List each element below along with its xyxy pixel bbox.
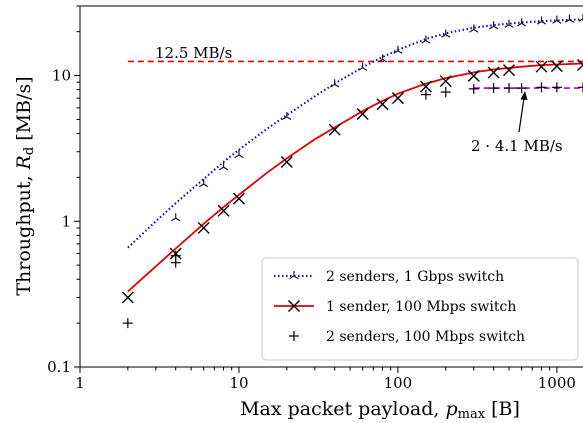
data-point-series-1 (503, 64, 516, 77)
data-point-series-1 (121, 291, 134, 304)
data-point-series-0 (564, 14, 575, 23)
data-point-series-2 (536, 82, 547, 93)
data-point-series-2 (122, 318, 133, 329)
data-point-series-0 (171, 213, 181, 222)
data-point-series-0 (578, 13, 583, 22)
data-point-series-1 (419, 80, 432, 93)
data-point-series-0 (421, 35, 431, 44)
data-point-series-1 (391, 92, 404, 105)
y-tick-label: 10 (52, 67, 71, 85)
data-point-series-0 (218, 162, 229, 171)
legend-label-2-senders-100mbps: 2 senders, 100 Mbps switch (326, 329, 525, 345)
plot-inner (121, 13, 583, 329)
data-point-series-0 (393, 45, 403, 54)
y-tick-label: 0.1 (47, 358, 71, 376)
data-point-series-2 (551, 82, 562, 93)
data-point-series-0 (489, 21, 499, 30)
data-point-series-0 (282, 111, 292, 121)
legend-item-2-senders-100mbps: 2 senders, 100 Mbps switch (289, 329, 525, 345)
legend-marker-plus (289, 331, 299, 341)
data-point-series-2 (578, 82, 583, 93)
legend-box (261, 257, 579, 361)
data-point-series-1 (550, 60, 563, 73)
data-point-series-0 (504, 19, 514, 28)
x-tick-label: 1000 (538, 374, 576, 392)
data-point-series-2 (488, 83, 499, 94)
data-point-series-0 (358, 62, 368, 71)
data-point-series-2 (440, 87, 451, 98)
x-axis-title: Max packet payload, pmax [B] (240, 398, 520, 422)
legend-label-1gbps: 2 senders, 1 Gbps switch (326, 269, 504, 285)
data-point-series-1 (577, 59, 583, 72)
ref-line-label-12-5: 12.5 MB/s (155, 44, 232, 62)
y-tick-label: 1 (61, 212, 71, 230)
data-point-series-1 (439, 75, 452, 88)
data-point-series-2 (516, 83, 527, 94)
x-tick-label: 10 (229, 374, 248, 392)
data-point-series-0 (441, 29, 451, 38)
data-point-series-1 (376, 98, 389, 111)
data-point-series-0 (330, 79, 340, 88)
plot-area (121, 13, 583, 329)
data-point-series-2 (170, 250, 181, 261)
data-point-series-0 (469, 24, 479, 33)
data-point-series-1 (487, 66, 500, 79)
series-line-1 (127, 62, 583, 293)
data-point-series-2 (468, 83, 479, 94)
legend-item-1-sender: 1 sender, 100 Mbps switch (274, 299, 516, 315)
x-tick-label: 1 (75, 374, 85, 392)
data-point-series-1 (328, 123, 341, 136)
data-point-series-0 (536, 16, 547, 25)
data-point-series-0 (377, 54, 388, 63)
data-point-series-1 (232, 192, 245, 205)
legend-marker-x (288, 300, 300, 312)
data-point-series-1 (197, 221, 210, 234)
data-point-series-0 (234, 149, 244, 159)
data-point-series-2 (504, 83, 515, 94)
data-point-series-1 (217, 204, 230, 217)
x-tick-label: 100 (384, 374, 413, 392)
legend-item-1gbps: 2 senders, 1 Gbps switch (274, 269, 504, 285)
data-point-series-1 (356, 107, 369, 120)
legend-marker-tri (289, 271, 299, 280)
annotation-arrow (518, 91, 528, 133)
legend-label-1-sender: 1 sender, 100 Mbps switch (326, 299, 516, 315)
data-point-series-0 (516, 18, 527, 27)
y-axis-title: Throughput, Rd [MB/s] (13, 76, 37, 295)
data-point-series-0 (552, 15, 562, 24)
data-point-series-2 (420, 89, 431, 100)
data-point-series-0 (199, 179, 209, 188)
ref-line-label-2x4-1: 2 · 4.1 MB/s (471, 137, 563, 155)
data-point-series-1 (467, 69, 480, 82)
data-point-series-1 (535, 60, 548, 73)
legend: 2 senders, 1 Gbps switch 1 sender, 100 M… (261, 257, 579, 361)
data-point-series-1 (280, 156, 293, 169)
